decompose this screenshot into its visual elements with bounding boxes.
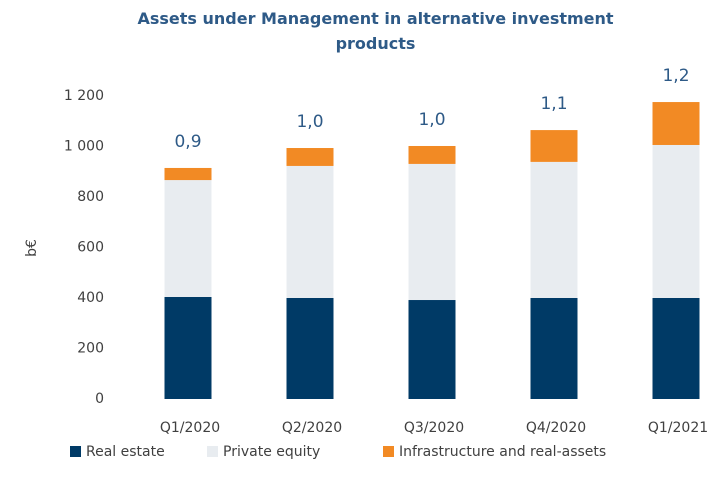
bar-segment (408, 163, 456, 301)
legend-label: Real estate (86, 444, 165, 460)
bar-segment (530, 130, 578, 162)
y-axis-label: b€ (24, 239, 40, 257)
bar-segment (652, 102, 700, 145)
chart-title: Assets under Management in alternative i… (137, 9, 614, 53)
y-tick-label: 200 (77, 341, 104, 357)
bar-segment (164, 296, 212, 399)
bar-segment (408, 145, 456, 164)
x-tick-label: Q1/2020 (160, 420, 220, 436)
y-tick-label: 800 (77, 189, 104, 205)
bar-segment (530, 161, 578, 298)
total-label: 0,9 (174, 132, 201, 152)
x-tick-label: Q3/2020 (404, 420, 464, 436)
legend-marker (70, 446, 81, 457)
bar-segment (652, 298, 700, 399)
x-tick-label: Q4/2020 (526, 420, 586, 436)
bar-segment (164, 180, 212, 297)
total-label: 1,1 (540, 94, 567, 114)
bar-segment (530, 298, 578, 399)
y-tick-label: 400 (77, 290, 104, 306)
legend-marker (207, 446, 218, 457)
total-label: 1,2 (662, 66, 689, 86)
bar-segment (652, 144, 700, 298)
legend-label: Infrastructure and real-assets (399, 444, 606, 460)
y-tick-label: 1 000 (64, 139, 104, 155)
total-label: 1,0 (418, 110, 445, 130)
total-label: 1,0 (296, 112, 323, 132)
y-tick-label: 0 (95, 391, 104, 407)
bar-segment (164, 167, 212, 181)
bar-segment (286, 298, 334, 399)
bar-segment (286, 165, 334, 298)
bar-segment (286, 148, 334, 166)
y-tick-label: 600 (77, 240, 104, 256)
legend-label: Private equity (223, 444, 320, 460)
x-tick-label: Q2/2020 (282, 420, 342, 436)
legend-marker (383, 446, 394, 457)
y-tick-label: 1 200 (64, 88, 104, 104)
bar-segment (408, 300, 456, 399)
x-tick-label: Q1/2021 (648, 420, 708, 436)
